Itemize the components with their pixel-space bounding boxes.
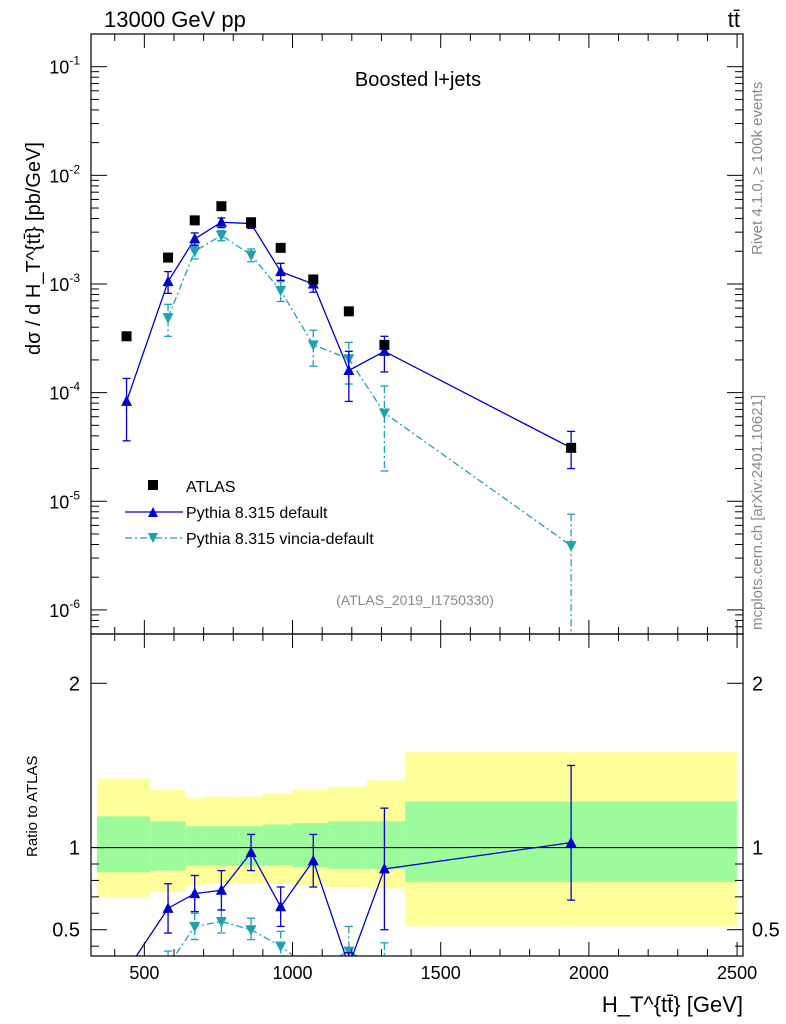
legend-default-label: Pythia 8.315 default <box>186 505 328 522</box>
inner-band <box>96 816 151 873</box>
legend: ATLAS Pythia 8.315 default Pythia 8.315 … <box>125 479 374 548</box>
ratio-y-tick-label: 2 <box>752 673 763 695</box>
data-point <box>307 854 319 866</box>
legend-default-marker <box>148 507 158 517</box>
ratio-plot-frame <box>90 633 744 957</box>
legend-vincia-label: Pythia 8.315 vincia-default <box>186 531 374 548</box>
plot-title: Boosted l+jets <box>355 69 481 91</box>
legend-atlas-label: ATLAS <box>186 479 236 496</box>
ratio-y-tick-label: 1 <box>69 838 80 860</box>
main-x-ticks <box>114 34 738 634</box>
main-y-ticks: 10-6 10-5 10-4 10-3 10-2 10-1 <box>49 33 743 635</box>
data-point <box>189 887 201 899</box>
data-point <box>378 408 390 419</box>
data-point <box>189 246 201 258</box>
inner-band <box>150 821 186 871</box>
data-point <box>378 345 390 356</box>
legend-vincia-marker <box>148 533 158 543</box>
x-axis-label: H_T^{tt̄} [GeV] <box>602 992 743 1017</box>
data-point <box>245 250 257 261</box>
data-point <box>189 232 201 244</box>
inner-band <box>185 826 204 866</box>
mcplots-reference-label: mcplots.cern.ch [arXiv:2401.10621] <box>749 395 766 630</box>
data-point <box>275 941 287 953</box>
series-line <box>167 234 572 547</box>
y-tick-label: 10-5 <box>49 488 80 512</box>
data-point <box>378 862 390 874</box>
series-line <box>125 221 572 449</box>
data-point <box>275 286 287 297</box>
data-point <box>215 917 227 928</box>
data-point <box>379 968 390 979</box>
x-tick-label: 2000 <box>569 963 609 983</box>
final-state-label: tt̄ <box>728 7 740 32</box>
x-axis-label-text: H_T^{tt̄} [GeV] <box>602 992 743 1017</box>
inner-band <box>262 824 293 866</box>
data-point <box>162 275 174 287</box>
analysis-tag: (ATLAS_2019_I1750330) <box>336 592 494 608</box>
y-tick-label: 10-2 <box>49 162 80 186</box>
x-tick-label: 2500 <box>717 963 757 983</box>
data-point <box>275 900 287 912</box>
inner-band <box>366 821 406 869</box>
data-point <box>246 217 257 228</box>
ratio-y-tick-label: 0.5 <box>752 920 780 942</box>
data-point <box>379 339 390 350</box>
data-point <box>189 215 200 226</box>
data-point <box>215 884 227 895</box>
x-tick-label: 1000 <box>273 963 313 983</box>
ratio-x-ticks: 500 1000 1500 2000 2500 <box>114 634 757 983</box>
legend-atlas-marker <box>148 480 158 490</box>
ratio-y-tick-label: 1 <box>752 838 763 860</box>
y-tick-label: 10-6 <box>49 597 80 621</box>
data-point <box>121 395 133 406</box>
data-point <box>308 274 319 285</box>
ratio-y-axis-label: Ratio to ATLAS <box>24 756 41 857</box>
data-point <box>275 242 286 253</box>
data-point <box>245 846 257 857</box>
rivet-version-label: Rivet 4.1.0, ≥ 100k events <box>749 82 766 255</box>
data-point <box>566 442 577 453</box>
ratio-y-tick-label: 2 <box>69 673 80 695</box>
data-point <box>162 313 174 324</box>
data-point <box>275 265 287 277</box>
data-point <box>307 340 319 351</box>
y-tick-label: 10-1 <box>49 54 80 78</box>
data-point <box>566 986 577 997</box>
inner-band <box>292 822 329 868</box>
y-tick-label: 10-3 <box>49 271 80 295</box>
series-line <box>135 841 572 956</box>
data-point <box>245 925 257 936</box>
inner-band <box>203 826 240 866</box>
data-point <box>216 201 227 212</box>
data-point <box>343 306 354 317</box>
main-y-axis-label: dσ / d H_T^{tt̄} [pb/GeV] <box>23 142 45 355</box>
ratio-uncertainty-bands <box>96 752 738 927</box>
main-y-axis-label-text: dσ / d H_T^{tt̄} [pb/GeV] <box>23 142 45 355</box>
x-tick-label: 1500 <box>421 963 461 983</box>
data-point <box>162 902 174 913</box>
ratio-y-tick-label: 0.5 <box>52 920 80 942</box>
data-point <box>343 960 354 971</box>
data-point <box>343 946 355 956</box>
x-tick-label: 500 <box>129 963 159 983</box>
ratio-y-ticks: 0.5 0.5 1 1 2 2 <box>52 673 780 947</box>
data-point <box>565 541 577 552</box>
data-point <box>343 364 355 375</box>
data-point <box>121 331 132 342</box>
data-point <box>215 216 227 227</box>
data-point <box>189 921 201 933</box>
data-point <box>163 252 174 263</box>
data-point <box>163 961 174 972</box>
inner-band <box>328 821 367 869</box>
data-point <box>215 230 227 242</box>
data-point <box>565 836 577 848</box>
y-tick-label: 10-4 <box>49 380 80 404</box>
process-label: 13000 GeV pp <box>104 7 246 32</box>
